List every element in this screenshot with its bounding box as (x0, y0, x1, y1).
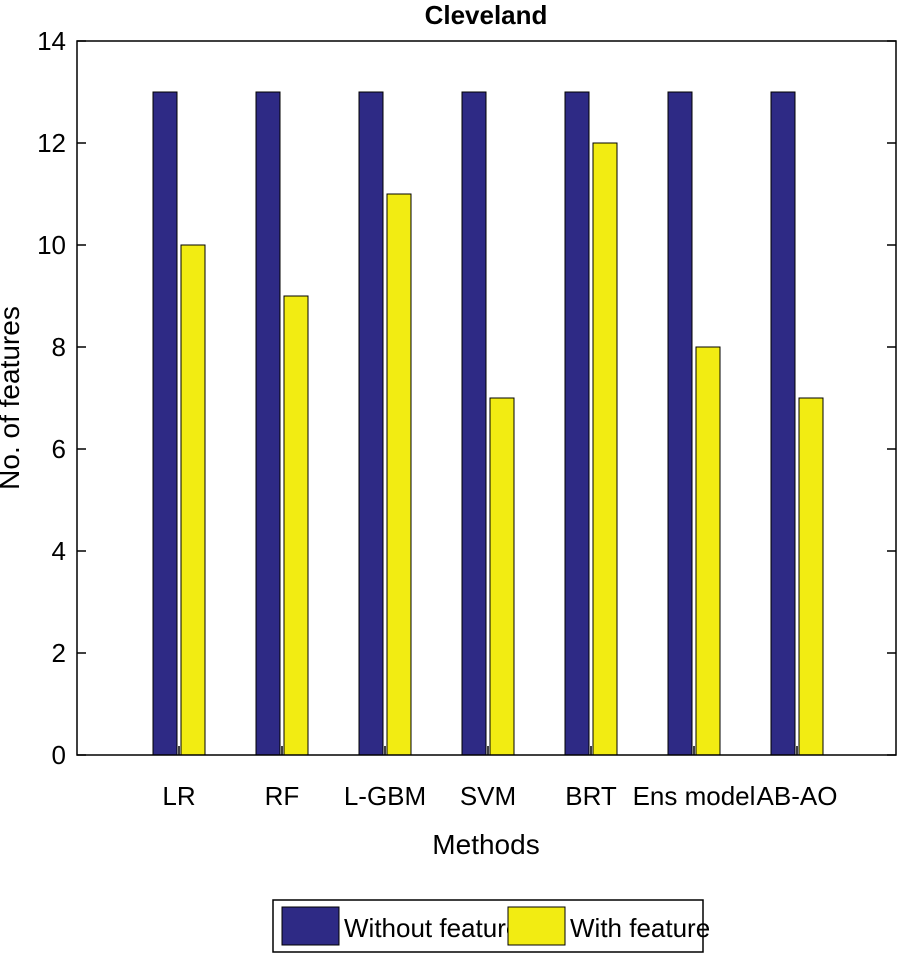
bar-lr-without-feature (152, 91, 178, 756)
y-tick-label-4: 4 (52, 536, 66, 566)
y-tick-label-6: 6 (52, 434, 66, 464)
x-tick-label-brt: BRT (565, 781, 617, 811)
bar-brt-without-feature (564, 91, 590, 756)
legend-swatch-with-feature (507, 906, 566, 946)
x-tick-label-ens-model: Ens model (633, 781, 756, 811)
legend-label-without-feature: Without feature (344, 913, 520, 943)
x-axis-ticks: LR RF L-GBM SVM BRT Ens model AB-AO (162, 746, 837, 811)
bar-l-gbm-without-feature (358, 91, 384, 756)
bar-rf-without-feature (255, 91, 281, 756)
bar-ab-ao-without-feature (770, 91, 796, 756)
legend-label-with-feature: With feature (570, 913, 710, 943)
bar-ab-ao-with-feature (798, 397, 824, 756)
y-tick-label-14: 14 (37, 26, 66, 56)
bar-brt-with-feature (592, 142, 618, 756)
plot-frame (76, 40, 897, 756)
x-axis-label: Methods (432, 829, 539, 860)
y-axis-ticks: 0 2 4 6 8 10 12 14 (37, 26, 896, 770)
bars-layer (152, 91, 824, 756)
bar-ens-model-with-feature (695, 346, 721, 756)
y-tick-label-10: 10 (37, 230, 66, 260)
x-tick-label-svm: SVM (460, 781, 516, 811)
bar-rf-with-feature (283, 295, 309, 756)
y-axis-label: No. of features (0, 306, 25, 490)
y-tick-label-8: 8 (52, 332, 66, 362)
x-tick-label-rf: RF (265, 781, 300, 811)
legend-swatch-without-feature (281, 906, 340, 946)
bar-lr-with-feature (180, 244, 206, 756)
legend-box (272, 899, 704, 953)
bar-svm-with-feature (489, 397, 515, 756)
y-tick-label-2: 2 (52, 638, 66, 668)
legend: Without feature With feature (272, 899, 710, 953)
x-tick-label-ab-ao: AB-AO (757, 781, 838, 811)
x-tick-label-l-gbm: L-GBM (344, 781, 426, 811)
y-tick-label-12: 12 (37, 128, 66, 158)
x-tick-label-lr: LR (162, 781, 195, 811)
chart-title: Cleveland (425, 0, 548, 30)
bar-ens-model-without-feature (667, 91, 693, 756)
y-tick-label-0: 0 (52, 740, 66, 770)
bar-l-gbm-with-feature (386, 193, 412, 756)
bar-svm-without-feature (461, 91, 487, 756)
